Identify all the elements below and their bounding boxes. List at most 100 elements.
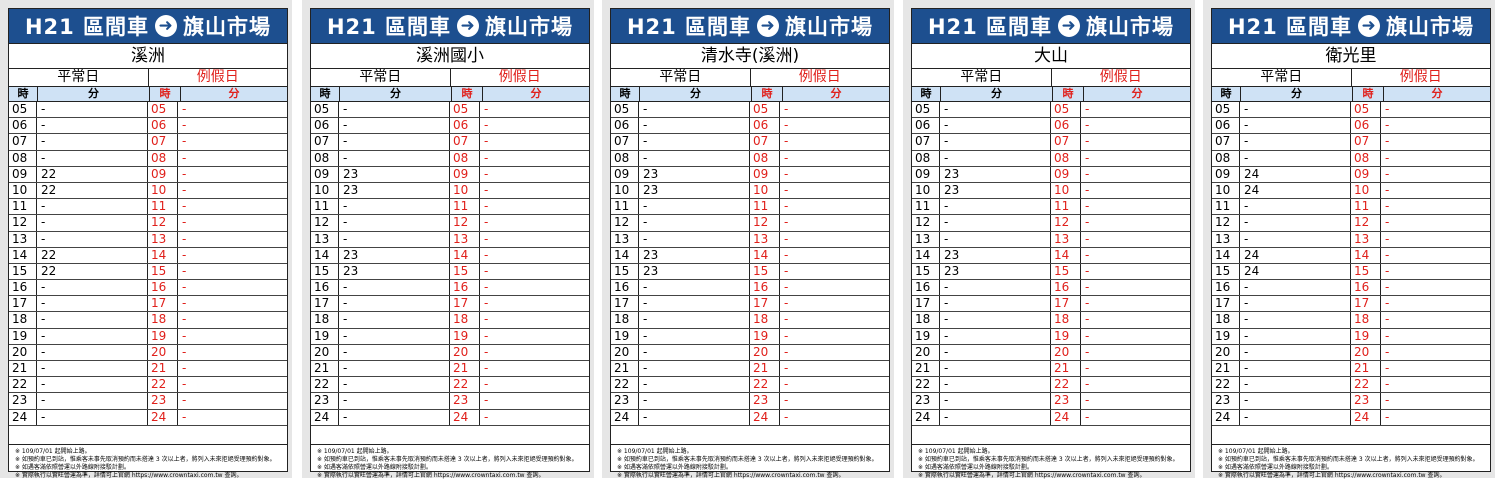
holiday-hour-cell: 07 <box>1051 134 1081 150</box>
table-row: 07-07- <box>1212 134 1490 151</box>
notes-section: ※ 109/07/01 起開始上路。 ※ 如預約車已到站，惟乘客未事先取消預約而未… <box>311 445 589 480</box>
table-row: 08-08- <box>1212 150 1490 167</box>
holiday-hour-cell: 10 <box>750 182 780 199</box>
weekday-minute-cell: - <box>940 199 1051 215</box>
holiday-minute-cell: - <box>1385 231 1390 246</box>
hour-header: 時 <box>912 87 941 101</box>
weekday-minute-cell: 23 <box>339 182 450 199</box>
table-row: 10 23 10- <box>912 182 1190 200</box>
column-header: 時分時分 <box>9 87 287 102</box>
table-row: 08-08- <box>611 150 889 167</box>
weekday-minute-cell: - <box>940 312 1051 328</box>
holiday-minute-cell: - <box>1085 361 1090 375</box>
holiday-hour-cell: 09 <box>1051 166 1081 182</box>
holiday-minute-cell: - <box>182 344 187 359</box>
holiday-hour-cell: 05 <box>1051 102 1081 118</box>
table-row: 17-17- <box>9 296 287 313</box>
holiday-minute-cell: - <box>1085 166 1090 181</box>
note-line: ※ 如預約車已到站，惟乘客未事先取消預約而未搭達 3 次以上者，將列入未來拒絕受… <box>1218 455 1479 463</box>
holiday-minute-cell: - <box>1385 118 1390 133</box>
holiday-minute-cell: - <box>784 134 789 149</box>
weekday-minute-cell: - <box>940 215 1051 231</box>
weekday-label: 平常日 <box>1212 69 1352 86</box>
table-row: 13-13- <box>912 231 1190 248</box>
holiday-minute-cell: - <box>784 182 789 197</box>
holiday-minute-cell: - <box>182 102 187 116</box>
destination-name: 旗山市場 <box>1086 15 1175 39</box>
notes-section: ※ 109/07/01 起開始上路。 ※ 如預約車已到站，惟乘客未事先取消預約而未… <box>912 445 1190 480</box>
timetable-card: H21 區間車 ➜ 旗山市場 溪洲國小 平常日 例假日時分時分 05-05-06-06-07… <box>310 8 590 479</box>
holiday-hour-cell: 17 <box>1351 296 1381 312</box>
holiday-minute-cell: - <box>1385 312 1390 327</box>
weekday-hour-cell: 12 <box>1212 215 1240 231</box>
holiday-hour-header: 時 <box>1053 87 1084 101</box>
weekday-hour-cell: 10 <box>9 182 37 199</box>
weekday-hour-cell: 23 <box>1212 393 1240 409</box>
holiday-hour-cell: 07 <box>750 134 780 150</box>
destination-name: 旗山市場 <box>785 15 874 39</box>
table-row: 21-21- <box>9 361 287 378</box>
note-line: ※ 如遇客滿依照營運以外路線附接駁計劃。 <box>15 463 130 471</box>
holiday-hour-cell: 12 <box>148 215 178 231</box>
holiday-hour-cell: 13 <box>148 231 178 247</box>
holiday-minute-cell: - <box>784 231 789 246</box>
holiday-hour-cell: 05 <box>148 102 178 118</box>
holiday-label: 例假日 <box>498 69 541 85</box>
minute-header: 分 <box>941 87 1053 101</box>
table-row: 12-12- <box>1212 215 1490 232</box>
holiday-minute-cell: - <box>1385 280 1390 295</box>
holiday-hour-cell: 22 <box>1351 377 1381 393</box>
holiday-hour-cell: 08 <box>1351 150 1381 166</box>
holiday-hour-cell: 17 <box>1051 296 1081 312</box>
holiday-minute-cell: - <box>1085 215 1090 230</box>
weekday-hour-cell: 11 <box>311 199 339 215</box>
blank-row <box>9 426 287 445</box>
weekday-minute-cell: - <box>37 118 148 134</box>
weekday-label: 平常日 <box>611 69 751 86</box>
holiday-minute-cell: - <box>182 393 187 408</box>
holiday-hour-cell: 12 <box>450 215 480 231</box>
weekday-hour-cell: 19 <box>311 328 339 344</box>
table-row: 14 23 14- <box>912 247 1190 264</box>
weekday-minute-cell: - <box>639 215 750 231</box>
holiday-hour-cell: 07 <box>1351 134 1381 150</box>
weekday-hour-cell: 22 <box>912 377 940 393</box>
holiday-minute-cell: - <box>182 328 187 343</box>
weekday-minute-cell: - <box>339 231 450 247</box>
weekday-minute-cell: - <box>339 328 450 344</box>
weekday-hour-cell: 11 <box>1212 199 1240 215</box>
weekday-minute-cell: - <box>1240 102 1351 118</box>
blank-row <box>611 426 889 445</box>
table-row: 16-16- <box>912 280 1190 297</box>
weekday-minute-cell: - <box>37 199 148 215</box>
holiday-minute-cell: - <box>1085 409 1090 424</box>
hour-header: 時 <box>311 87 340 101</box>
weekday-minute-cell: - <box>37 328 148 344</box>
table-row: 23-23- <box>912 393 1190 410</box>
column-header: 時分時分 <box>611 87 889 102</box>
table-row: 23-23- <box>9 393 287 410</box>
table-row: 07-07- <box>9 134 287 151</box>
weekday-minute-cell: - <box>339 280 450 296</box>
table-row: 20-20- <box>912 344 1190 361</box>
holiday-hour-cell: 16 <box>450 280 480 296</box>
minute-header: 分 <box>38 87 150 101</box>
weekday-hour-cell: 24 <box>912 409 940 425</box>
table-row: 07-07- <box>912 134 1190 151</box>
route-title-bar: H21 區間車 ➜ 旗山市場 <box>1212 9 1490 44</box>
holiday-minute-cell: - <box>182 312 187 327</box>
holiday-hour-cell: 16 <box>1351 280 1381 296</box>
holiday-hour-cell: 05 <box>450 102 480 118</box>
timetable-card: H21 區間車 ➜ 旗山市場 溪洲 平常日 例假日時分時分 05-05-06-06-07-0… <box>8 8 288 479</box>
holiday-hour-header: 時 <box>150 87 181 101</box>
minute-header: 分 <box>640 87 752 101</box>
table-row: 14 24 14- <box>1212 247 1490 264</box>
weekday-hour-cell: 22 <box>9 377 37 393</box>
holiday-hour-cell: 16 <box>750 280 780 296</box>
table-row: 15 23 15- <box>912 263 1190 281</box>
notes-section: ※ 109/07/01 起開始上路。 ※ 如預約車已到站，惟乘客未事先取消預約而未… <box>1212 445 1490 480</box>
holiday-hour-cell: 21 <box>1051 361 1081 377</box>
holiday-hour-cell: 05 <box>1351 102 1381 118</box>
holiday-hour-cell: 14 <box>750 247 780 263</box>
holiday-minute-cell: - <box>1085 102 1090 116</box>
